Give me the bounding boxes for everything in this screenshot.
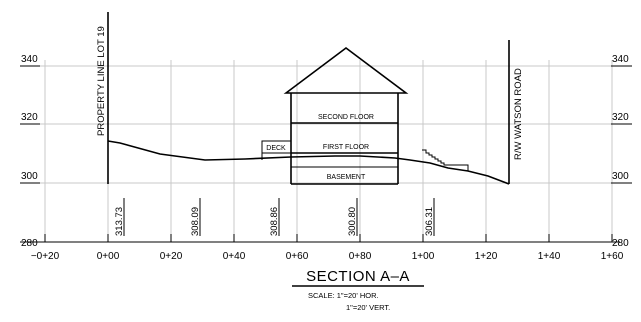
right-of-way: R/W WATSON ROAD — [508, 40, 524, 184]
second-floor-label: SECOND FLOOR — [318, 114, 374, 121]
property-line-label: PROPERTY LINE LOT 19 — [96, 26, 107, 136]
ground-elevation-label: 308.09 — [190, 207, 201, 236]
elevation-labels-right: 340 320 300 280 — [611, 54, 632, 249]
elevation-label: 340 — [612, 54, 629, 65]
elevation-labels-left: 340 320 300 280 — [20, 54, 40, 249]
station-label: 0+60 — [286, 251, 309, 262]
elevation-label: 300 — [21, 171, 38, 182]
station-label: 1+60 — [601, 251, 624, 262]
elevation-label: 280 — [21, 238, 38, 249]
ground-elevation-label: 306.31 — [424, 207, 435, 236]
deck-outline — [261, 140, 292, 154]
deck-label: DECK — [266, 145, 286, 152]
elevation-label: 300 — [612, 171, 629, 182]
station-grid — [44, 60, 613, 242]
elevation-grid — [20, 65, 620, 243]
house-section: SECOND FLOOR FIRST FLOOR BASEMENT — [283, 47, 409, 185]
elevation-label: 340 — [21, 54, 38, 65]
station-label: −0+20 — [31, 251, 60, 262]
ground-elevation-label: 300.80 — [347, 207, 358, 236]
title-block: SECTION A–A SCALE: 1"=20' HOR. 1"=20' VE… — [292, 268, 424, 312]
ground-elevation-labels: 313.73 308.09 308.86 300.80 306.31 — [114, 198, 435, 236]
station-label: 0+00 — [97, 251, 120, 262]
elevation-label: 320 — [612, 112, 629, 123]
scale-vertical: 1"=20' VERT. — [346, 303, 390, 312]
scale-horizontal: SCALE: 1"=20' HOR. — [308, 291, 379, 300]
right-of-way-label: R/W WATSON ROAD — [513, 68, 524, 160]
station-label: 1+40 — [538, 251, 561, 262]
elevation-label: 280 — [612, 238, 629, 249]
station-label: 0+40 — [223, 251, 246, 262]
deck: DECK — [261, 140, 292, 160]
station-label: 1+20 — [475, 251, 498, 262]
station-label: 0+80 — [349, 251, 372, 262]
ground-elevation-label: 308.86 — [269, 207, 280, 236]
elevation-label: 320 — [21, 112, 38, 123]
station-label: 1+00 — [412, 251, 435, 262]
basement-label: BASEMENT — [327, 174, 366, 181]
step-outline — [422, 149, 469, 171]
ground-elevation-label: 313.73 — [114, 207, 125, 236]
house-roof — [283, 47, 409, 94]
ground-profile — [107, 140, 510, 185]
station-ticks — [44, 234, 613, 242]
station-labels: −0+20 0+00 0+20 0+40 0+60 0+80 1+00 1+20… — [31, 251, 624, 262]
station-label: 0+20 — [160, 251, 183, 262]
property-line: PROPERTY LINE LOT 19 — [96, 12, 109, 184]
first-floor-label: FIRST FLOOR — [323, 144, 369, 151]
steps — [422, 149, 469, 171]
drawing-title: SECTION A–A — [306, 268, 410, 285]
